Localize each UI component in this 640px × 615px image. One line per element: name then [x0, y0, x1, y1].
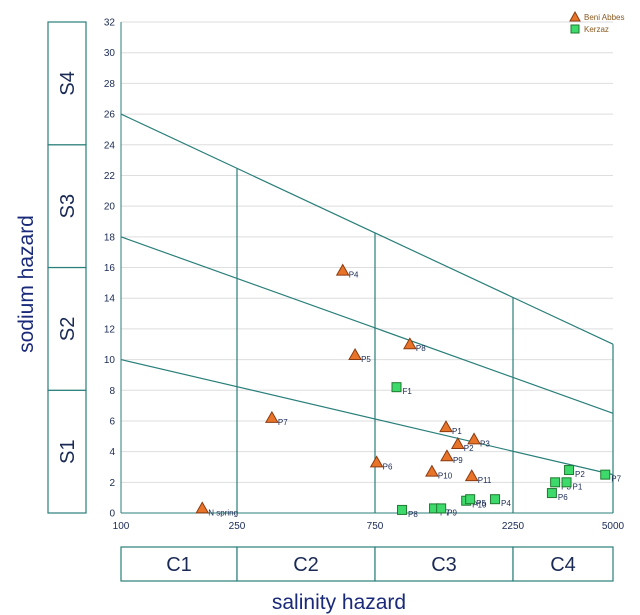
square-marker [564, 465, 575, 476]
triangle-marker [464, 469, 479, 482]
point-label: P11 [478, 476, 492, 485]
x-tick-label: 2250 [502, 521, 525, 532]
point-label: P2 [464, 444, 474, 453]
salinity-class-label: C3 [431, 554, 457, 576]
point-label: P4 [501, 499, 511, 508]
point-label: P6 [558, 493, 568, 502]
data-points: N springP7P4P5P8P6P1P3P2P9P10P11F1P8P7P9… [195, 263, 622, 519]
triangle-marker [195, 501, 210, 514]
point-label: F1 [402, 387, 412, 396]
square-marker [550, 477, 561, 488]
x-axis-title: salinity hazard [272, 591, 406, 614]
legend-square-marker [570, 24, 580, 34]
point-label: P7 [278, 418, 288, 427]
sodium-class-label: S4 [57, 71, 79, 95]
x-tick-label: 250 [229, 521, 246, 532]
triangle-marker [439, 420, 453, 433]
point-label: P6 [383, 462, 393, 471]
square-marker [465, 494, 476, 505]
square-marker [546, 488, 557, 499]
y-tick-label: 16 [104, 263, 116, 274]
point-label: P10 [438, 472, 453, 481]
y-tick-label: 32 [104, 18, 116, 29]
square-marker [391, 382, 402, 393]
y-axis-title: sodium hazard [15, 215, 38, 353]
point-label: P10 [472, 501, 487, 510]
salinity-class-label: C1 [166, 554, 192, 576]
y-tick-label: 26 [104, 110, 116, 121]
classification-lines [120, 113, 614, 513]
triangle-marker [265, 410, 279, 423]
x-tick-labels: 100 250 750 2250 5000 [113, 521, 625, 532]
triangle-marker [425, 464, 439, 477]
legend-label: Kerzaz [584, 25, 609, 34]
salinity-class-box [512, 546, 614, 582]
y-tick-label: 28 [104, 79, 116, 90]
x-tick-label: 100 [113, 521, 130, 532]
sodium-class-box [47, 144, 87, 269]
point-label: P9 [453, 456, 463, 465]
legend: Beni Abbes Kerzaz [569, 10, 624, 34]
sodium-hazard-boundary [120, 113, 614, 345]
point-label: P8 [416, 344, 426, 353]
point-label: N spring [208, 508, 238, 517]
x-tick-label: 750 [367, 521, 384, 532]
salinity-class-label: C2 [293, 554, 319, 576]
y-tick-label: 0 [109, 509, 115, 520]
square-marker [490, 494, 501, 505]
square-marker [561, 477, 572, 488]
triangle-marker [348, 347, 362, 360]
square-marker [600, 469, 611, 480]
sodium-class-boxes: S1 S2 S3 S4 [47, 21, 87, 514]
y-tick-label: 30 [104, 48, 116, 59]
salinity-class-box [374, 546, 514, 582]
y-tick-label: 24 [104, 140, 116, 151]
gridlines [121, 21, 613, 483]
point-label: P5 [476, 499, 486, 508]
legend-triangle-marker [569, 10, 581, 22]
y-tick-label: 8 [109, 386, 115, 397]
sodium-class-box [47, 389, 87, 514]
sodium-class-label: S3 [57, 194, 79, 218]
point-label: P1 [452, 427, 462, 436]
sodium-class-label: S1 [57, 439, 79, 463]
square-marker [397, 504, 408, 515]
point-label: P8 [408, 510, 418, 519]
point-label: P1 [573, 482, 583, 491]
y-tick-label: 14 [104, 294, 116, 305]
salinity-class-label: C4 [550, 554, 576, 576]
x-tick-label: 5000 [602, 521, 625, 532]
y-tick-label: 2 [109, 478, 115, 489]
legend-label: Beni Abbes [584, 13, 624, 22]
triangle-marker [369, 455, 384, 468]
y-tick-label: 18 [104, 232, 116, 243]
y-tick-label: 4 [109, 447, 115, 458]
triangle-marker [403, 337, 417, 350]
point-label: P9 [447, 508, 457, 517]
sodium-class-box [47, 21, 87, 146]
triangle-marker [450, 436, 465, 449]
sodium-class-box [47, 266, 87, 391]
sodium-hazard-boundary [120, 358, 614, 476]
salinity-class-box [236, 546, 376, 582]
point-label: P7 [611, 475, 621, 484]
y-tick-label: 22 [104, 171, 116, 182]
y-tick-label: 6 [109, 416, 115, 427]
point-label: P4 [349, 271, 359, 280]
point-label: P3 [480, 439, 490, 448]
sodium-class-label: S2 [57, 317, 79, 341]
salinity-class-boxes: C1 C2 C3 C4 [120, 546, 614, 582]
y-tick-label: 20 [104, 202, 116, 213]
triangle-marker [440, 449, 454, 462]
triangle-marker [335, 263, 350, 276]
point-label: P2 [575, 470, 585, 479]
sodium-hazard-boundary [120, 236, 614, 414]
square-marker [436, 503, 447, 514]
triangle-marker [467, 432, 481, 445]
y-tick-label: 12 [104, 324, 116, 335]
y-tick-label: 10 [104, 355, 116, 366]
point-label: P5 [361, 355, 371, 364]
